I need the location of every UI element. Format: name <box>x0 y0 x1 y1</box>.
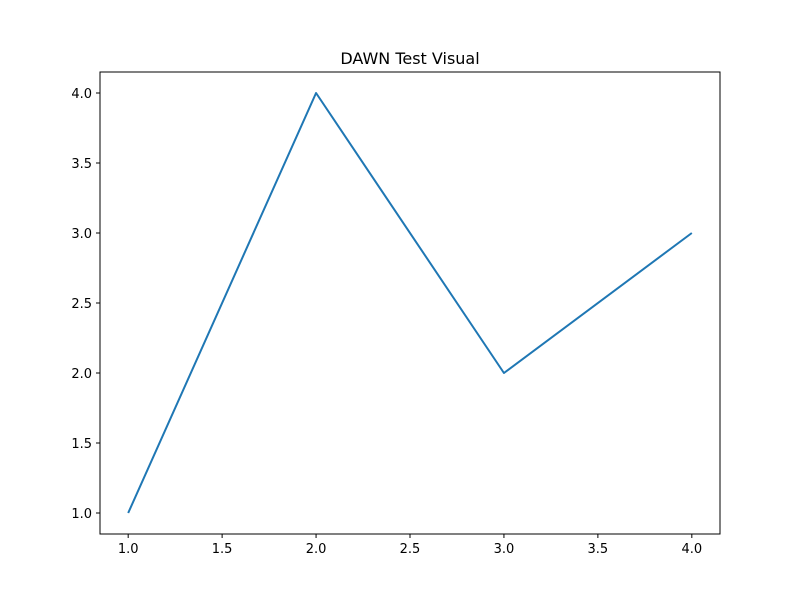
series-group <box>127 92 693 514</box>
x-tick-label: 1.5 <box>212 542 233 557</box>
x-tick-label: 3.0 <box>494 542 515 557</box>
y-tick-label: 2.5 <box>71 297 92 312</box>
y-tick-label: 4.0 <box>71 87 92 102</box>
series-line <box>127 92 693 514</box>
y-axis: 1.0 1.5 2.0 2.5 3.0 3.5 4.0 <box>71 87 100 522</box>
y-tick-label: 1.0 <box>71 507 92 522</box>
y-tick-label: 3.5 <box>71 157 92 172</box>
x-tick-label: 3.5 <box>588 542 609 557</box>
x-axis: 1.0 1.5 2.0 2.5 3.0 3.5 4.0 <box>118 534 702 557</box>
y-tick-label: 2.0 <box>71 367 92 382</box>
chart-title: DAWN Test Visual <box>340 49 479 68</box>
x-tick-label: 2.5 <box>400 542 421 557</box>
y-tick-label: 3.0 <box>71 227 92 242</box>
x-tick-label: 1.0 <box>118 542 139 557</box>
y-tick-label: 1.5 <box>71 437 92 452</box>
x-tick-label: 2.0 <box>306 542 327 557</box>
x-tick-label: 4.0 <box>681 542 702 557</box>
